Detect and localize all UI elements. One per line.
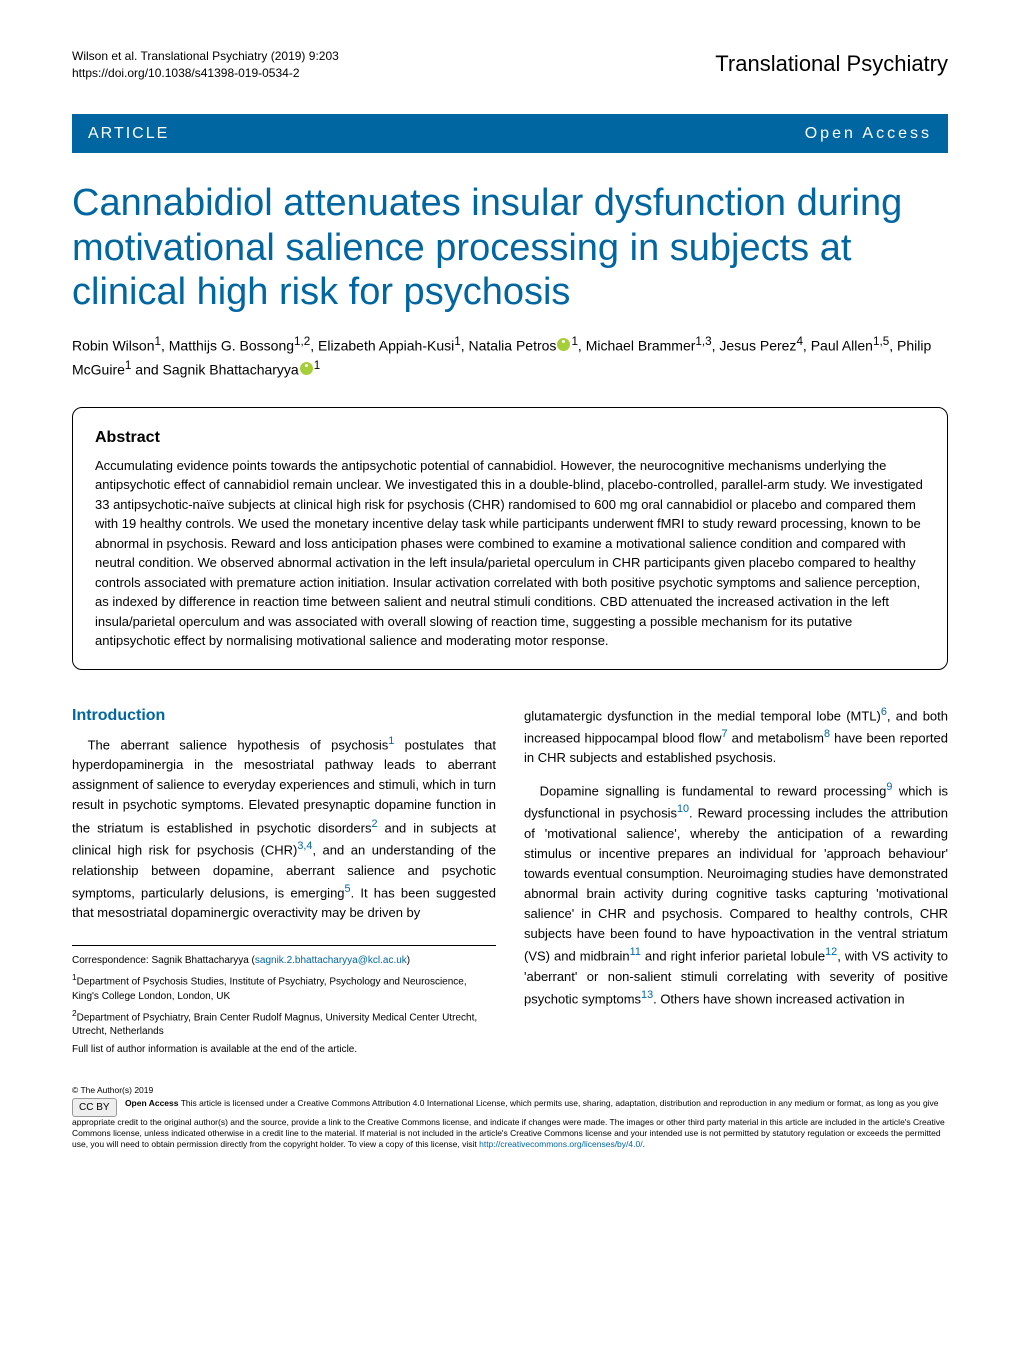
cc-badge-icon: CC BY <box>72 1098 117 1117</box>
license-block: © The Author(s) 2019 CC BY Open Access T… <box>72 1085 948 1150</box>
correspondence-suffix: ) <box>407 955 410 966</box>
correspondence-prefix: Correspondence: Sagnik Bhattacharyya ( <box>72 955 255 966</box>
citation-line: Wilson et al. Translational Psychiatry (… <box>72 48 339 65</box>
intro-paragraph: Dopamine signalling is fundamental to re… <box>524 779 948 1010</box>
intro-paragraph: The aberrant salience hypothesis of psyc… <box>72 733 496 924</box>
copyright-line: © The Author(s) 2019 <box>72 1085 948 1096</box>
affiliation-line: 1Department of Psychosis Studies, Instit… <box>72 972 496 1003</box>
article-title: Cannabidiol attenuates insular dysfuncti… <box>72 181 948 315</box>
abstract-heading: Abstract <box>95 426 925 449</box>
correspondence-email[interactable]: sagnik.2.bhattacharyya@kcl.ac.uk <box>255 955 407 966</box>
abstract-box: Abstract Accumulating evidence points to… <box>72 407 948 669</box>
full-author-list-note: Full list of author information is avail… <box>72 1043 496 1057</box>
article-type-banner: ARTICLE Open Access <box>72 114 948 153</box>
article-type-label: ARTICLE <box>88 122 169 145</box>
page: Wilson et al. Translational Psychiatry (… <box>0 0 1020 1198</box>
orcid-icon <box>300 362 313 375</box>
open-access-label: Open Access <box>805 122 932 145</box>
license-text: Open Access This article is licensed und… <box>72 1098 945 1149</box>
journal-header: Wilson et al. Translational Psychiatry (… <box>72 48 948 82</box>
intro-paragraph: glutamatergic dysfunction in the medial … <box>524 704 948 769</box>
divider <box>72 945 496 946</box>
left-column: Introduction The aberrant salience hypot… <box>72 704 496 1061</box>
two-column-body: Introduction The aberrant salience hypot… <box>72 704 948 1061</box>
introduction-heading: Introduction <box>72 704 496 727</box>
journal-name: Translational Psychiatry <box>715 48 948 80</box>
affiliation-line: 2Department of Psychiatry, Brain Center … <box>72 1008 496 1039</box>
doi-line: https://doi.org/10.1038/s41398-019-0534-… <box>72 65 339 82</box>
right-column: glutamatergic dysfunction in the medial … <box>524 704 948 1061</box>
author-list: Robin Wilson1, Matthijs G. Bossong1,2, E… <box>72 333 948 381</box>
citation-block: Wilson et al. Translational Psychiatry (… <box>72 48 339 82</box>
correspondence-line: Correspondence: Sagnik Bhattacharyya (sa… <box>72 954 496 968</box>
orcid-icon <box>557 338 570 351</box>
abstract-text: Accumulating evidence points towards the… <box>95 456 925 651</box>
